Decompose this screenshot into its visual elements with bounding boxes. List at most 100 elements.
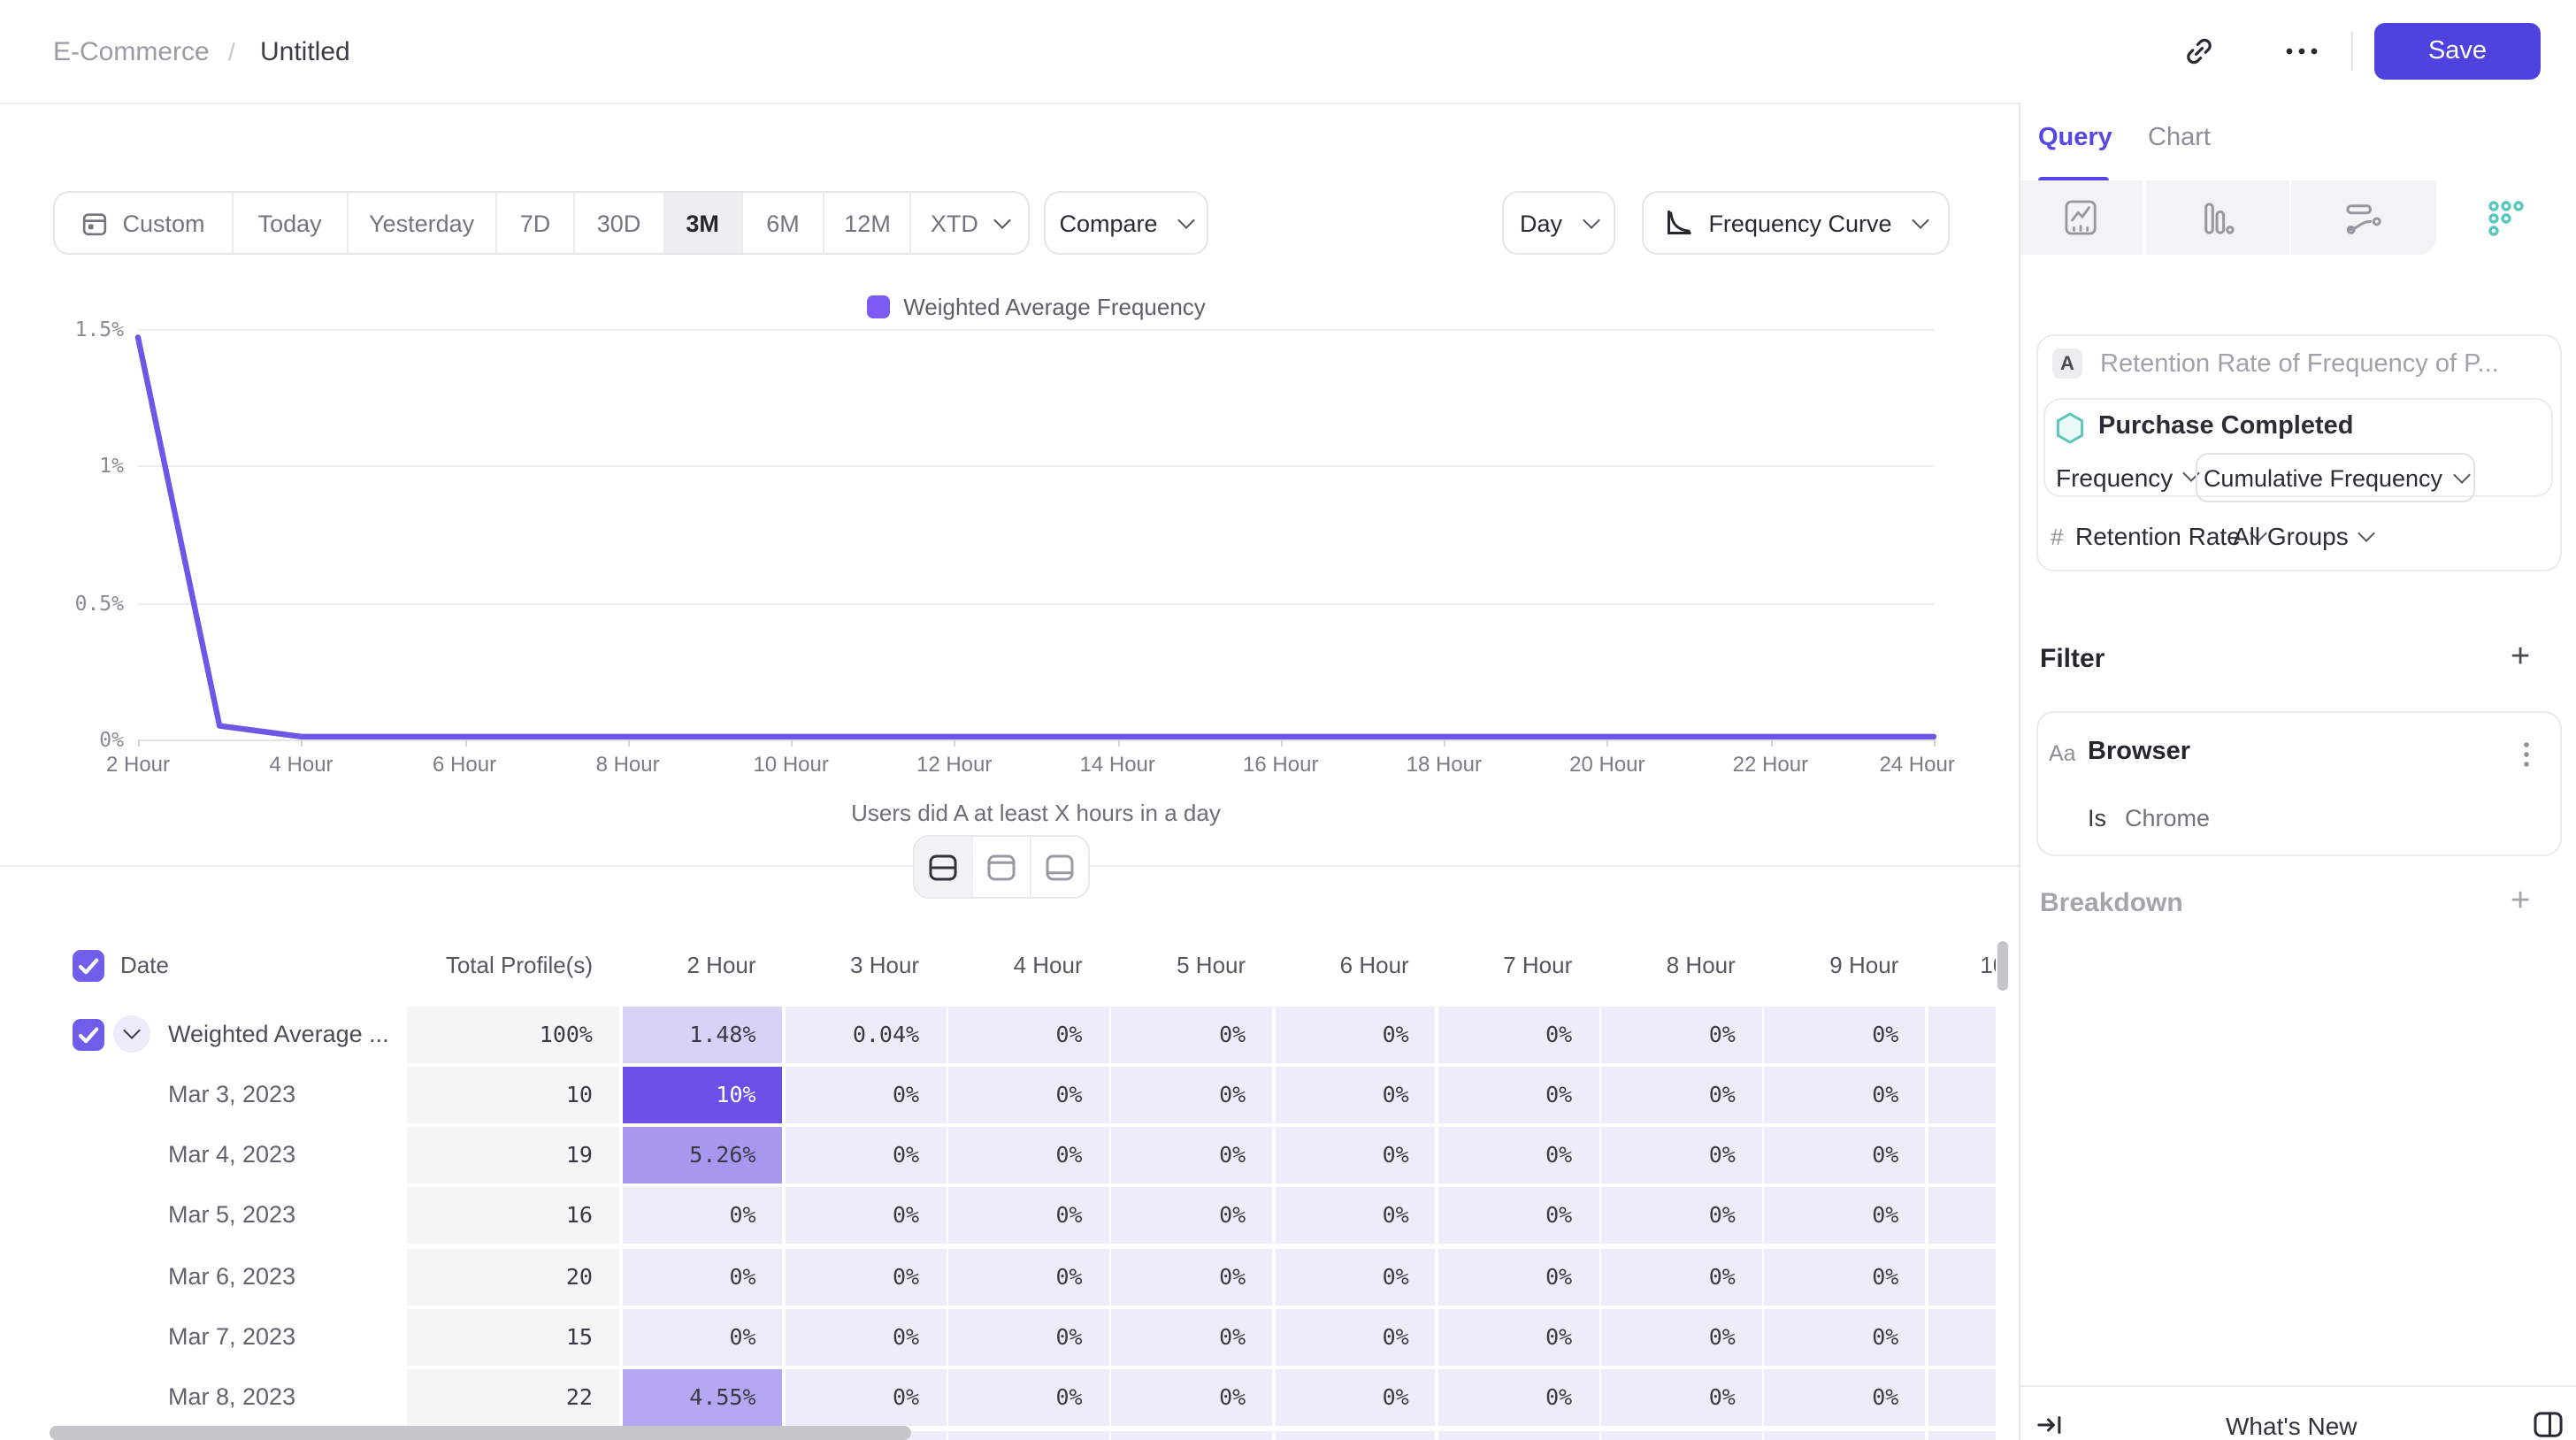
breadcrumb-project[interactable]: E-Commerce (53, 37, 210, 67)
column-header-total[interactable]: Total Profile(s) (445, 952, 593, 978)
collapse-sidebar-icon[interactable] (2036, 1412, 2063, 1438)
value-cell: 0% (948, 1248, 1109, 1306)
value-cell: 0% (1111, 1187, 1273, 1245)
table-vertical-scrollbar[interactable] (1997, 941, 2007, 991)
value-cell: 0% (1928, 1187, 1996, 1245)
value-cell: 0% (622, 1309, 783, 1367)
x-axis-tick (301, 739, 303, 747)
groups-dropdown[interactable]: All Groups (2233, 517, 2376, 555)
copy-link-icon[interactable] (2183, 35, 2215, 67)
range-option-today[interactable]: Today (234, 193, 349, 253)
value-cell: 0% (1601, 1309, 1762, 1367)
filter-kebab-icon[interactable] (2523, 741, 2530, 768)
frequency-dropdown[interactable]: Frequency (2056, 455, 2201, 499)
filter-value[interactable]: Chrome (2125, 805, 2211, 831)
value-cell: 0% (1764, 1187, 1926, 1245)
event-name[interactable]: Purchase Completed (2098, 412, 2354, 440)
plot-area (134, 329, 1937, 741)
value-cell: 0% (1928, 1369, 1996, 1427)
x-axis-tick (954, 739, 956, 747)
x-axis-title: Users did A at least X hours in a day (851, 800, 1221, 826)
column-header-hour[interactable]: 2 Hour (686, 952, 756, 978)
value-cell (948, 1430, 1109, 1440)
value-cell: 0% (785, 1309, 947, 1367)
frequency-dots-icon (2488, 201, 2524, 236)
range-option-3m[interactable]: 3M (664, 193, 743, 253)
breadcrumb-separator: / (228, 37, 235, 65)
column-header-hour[interactable]: 10 Hour (1980, 952, 1996, 978)
measure-dropdown[interactable]: Retention Rate (2075, 517, 2268, 555)
gridline (138, 465, 1934, 467)
value-cell: 0% (1764, 1066, 1926, 1123)
value-cell: 0% (948, 1006, 1109, 1062)
chart-only-toggle[interactable] (973, 837, 1031, 897)
breadcrumb-report-title[interactable]: Untitled (260, 37, 350, 67)
range-option-6m[interactable]: 6M (742, 193, 825, 253)
column-header-hour[interactable]: 4 Hour (1013, 952, 1083, 978)
x-axis-line (138, 739, 1934, 741)
value-cell (1764, 1430, 1926, 1440)
granularity-button[interactable]: Day (1502, 191, 1615, 255)
filter-operator[interactable]: Is (2088, 805, 2107, 831)
range-option-12m[interactable]: 12M (825, 193, 912, 253)
value-cell: 0% (1275, 1127, 1436, 1184)
value-cell: 0% (1438, 1066, 1599, 1123)
column-header-hour[interactable]: 3 Hour (850, 952, 920, 978)
series-title[interactable]: Retention Rate of Frequency of P... (2100, 350, 2499, 379)
row-label: Weighted Average ... (168, 1020, 389, 1046)
y-axis-tick-label: 1% (99, 453, 124, 479)
range-option-30d[interactable]: 30D (575, 193, 665, 253)
column-header-hour[interactable]: 9 Hour (1829, 952, 1899, 978)
chart-type-bar[interactable] (2145, 180, 2288, 255)
value-cell: 5.26% (622, 1127, 783, 1184)
row-label: Mar 6, 2023 (168, 1262, 296, 1290)
column-header-hour[interactable]: 5 Hour (1177, 952, 1246, 978)
chart-style-button[interactable]: Frequency Curve (1642, 191, 1950, 255)
whats-new-link[interactable]: What's New (2226, 1412, 2358, 1440)
row-checkbox[interactable] (73, 1018, 104, 1050)
chart-type-insights[interactable] (2020, 180, 2143, 255)
compare-button[interactable]: Compare (1044, 191, 1208, 255)
column-header-date[interactable]: Date (120, 952, 169, 978)
tab-query[interactable]: Query (2038, 124, 2112, 152)
results-table: Date Total Profile(s) 2 Hour 3 Hour 4 Hour 5 … (73, 950, 1996, 1440)
range-option-7d[interactable]: 7D (497, 193, 575, 253)
event-card (2043, 398, 2552, 497)
range-option-yesterday[interactable]: Yesterday (348, 193, 497, 253)
value-cell: 0% (1275, 1309, 1436, 1367)
chart-legend[interactable]: Weighted Average Frequency (138, 294, 1934, 320)
panel-layout-icon[interactable] (2534, 1412, 2564, 1438)
table-only-toggle[interactable] (1031, 837, 1088, 897)
add-filter-button[interactable]: + (2511, 639, 2531, 676)
save-button[interactable]: Save (2374, 23, 2541, 80)
column-header-hour[interactable]: 7 Hour (1503, 952, 1573, 978)
value-cell: 0% (1438, 1127, 1599, 1184)
range-option-custom[interactable]: Custom (55, 193, 234, 253)
more-options-icon[interactable] (2284, 46, 2319, 57)
select-all-checkbox[interactable] (73, 950, 104, 982)
add-breakdown-button[interactable]: + (2511, 883, 2531, 920)
value-cell: 0% (622, 1187, 783, 1245)
chart-type-flow[interactable] (2290, 180, 2435, 255)
range-option-xtd[interactable]: XTD (911, 193, 1027, 253)
top-bar: E-Commerce / Untitled Save (0, 0, 2576, 104)
chart-line[interactable] (134, 329, 1937, 739)
row-expander[interactable] (113, 1015, 150, 1053)
value-cell: 0% (1764, 1127, 1926, 1184)
active-tab-underline (2038, 177, 2109, 183)
total-profiles-cell: 20 (406, 1248, 619, 1306)
row-label: Mar 7, 2023 (168, 1323, 296, 1351)
tab-chart[interactable]: Chart (2148, 124, 2211, 152)
table-horizontal-scrollbar[interactable] (50, 1426, 911, 1439)
x-axis-tick-label: 8 Hour (595, 752, 660, 777)
column-header-hour[interactable]: 8 Hour (1666, 952, 1736, 978)
value-cell: 0% (1601, 1248, 1762, 1306)
row-label: Mar 4, 2023 (168, 1141, 296, 1168)
split-view-toggle[interactable] (915, 837, 973, 897)
frequency-type-select[interactable]: Cumulative Frequency (2196, 453, 2475, 502)
column-header-hour[interactable]: 6 Hour (1339, 952, 1409, 978)
filter-property[interactable]: Browser (2088, 738, 2191, 766)
chart-type-frequency-selected[interactable] (2486, 198, 2525, 237)
value-cell: 4.55% (622, 1369, 783, 1427)
